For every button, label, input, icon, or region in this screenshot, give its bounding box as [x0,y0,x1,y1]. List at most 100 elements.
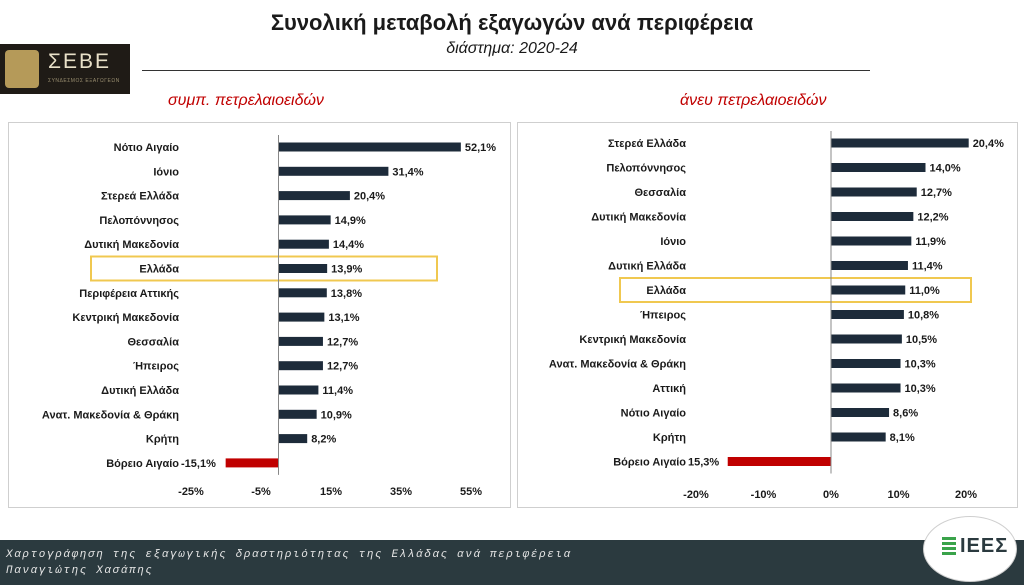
bar [831,212,914,221]
value-label: 10,5% [906,334,937,346]
x-tick-label: -20% [683,489,709,501]
value-label: 14,0% [930,163,961,175]
value-label: 8,2% [311,434,336,446]
category-label: Ιόνιο [153,166,179,178]
category-label: Νότιο Αιγαίο [114,142,180,154]
bar [831,408,890,417]
bar [831,334,902,344]
footer-author: Παναγιώτης Χασάπης [6,565,154,577]
x-tick-label: -25% [178,486,204,498]
category-label: Δυτική Μακεδονία [591,212,686,224]
page-title: Συνολική μεταβολή εξαγωγών ανά περιφέρει… [270,10,754,35]
value-label: 8,6% [893,408,918,420]
category-label: Δυτική Ελλάδα [608,261,686,273]
bar [278,239,329,249]
bar [727,457,831,466]
value-label: 31,4% [392,166,423,178]
bar [278,385,319,395]
bar [278,361,323,371]
category-label: Βόρειο Αιγαίο [106,458,179,470]
value-label: 13,1% [328,312,359,324]
bar [831,359,901,368]
category-label: Δυτική Μακεδονία [84,239,179,251]
value-label: 52,1% [465,142,496,154]
category-label: Ελλάδα [646,285,686,297]
bar [831,138,969,148]
value-label: 12,7% [327,361,358,373]
value-label: 10,3% [905,359,936,371]
x-tick-label: 55% [460,486,482,498]
bar [831,261,908,270]
category-label: Πελοπόννησος [99,215,179,227]
x-tick-label: 35% [390,486,412,498]
category-label: Ανατ. Μακεδονία & Θράκη [549,359,686,371]
value-label: 10,9% [321,409,352,421]
left-chart-panel: Νότιο Αιγαίο 52,1% Ιόνιο 31,4% Στερεά Ελλάδα… [8,122,511,508]
x-tick-label: 10% [887,489,909,501]
right-bar-chart: Στερεά Ελλάδα 20,4% Πελοπόννησος 14,0% Θεσσα… [549,131,1004,501]
bar [831,310,904,319]
category-label: Κεντρική Μακεδονία [579,334,686,346]
bar [831,163,926,172]
bar [278,434,308,444]
bar [831,285,906,295]
left-panel-title: συμπ. πετρελαιοειδών [168,92,324,109]
value-label: 15,3% [688,457,719,469]
category-label: Περιφέρεια Αττικής [79,288,179,300]
value-label: 20,4% [973,138,1004,150]
bar [225,458,279,468]
value-label: 11,9% [915,236,946,248]
value-label: 11,4% [912,261,943,273]
x-tick-label: 0% [823,489,839,501]
bar [278,166,389,176]
highlight-box [90,255,438,282]
bar [831,187,917,197]
value-label: 12,7% [327,336,358,348]
bar [278,336,323,346]
bar [831,236,912,246]
value-label: 8,1% [890,432,915,444]
x-tick-label: 20% [955,489,977,501]
x-tick-label: -5% [251,486,271,498]
bar [278,264,328,273]
right-panel-title: άνευ πετρελαιοειδών [680,92,827,109]
left-bar-chart: Νότιο Αιγαίο 52,1% Ιόνιο 31,4% Στερεά Ελλάδα… [42,135,496,498]
value-label: 10,8% [908,310,939,322]
x-tick-label: 15% [320,486,342,498]
category-label: Κεντρική Μακεδονία [72,312,179,324]
ieez-mark-icon [942,537,956,555]
logo-emblem-icon [5,50,39,88]
value-label: 11,4% [322,385,353,397]
ieez-logo-text: ΙΕΕΣ [960,535,1009,557]
category-label: Πελοπόννησος [606,163,686,175]
value-label: 14,4% [333,239,364,251]
value-label: 13,8% [331,288,362,300]
right-chart-panel: Στερεά Ελλάδα 20,4% Πελοπόννησος 14,0% Θεσσα… [517,122,1018,508]
value-label: 14,9% [335,215,366,227]
value-label: 11,0% [909,285,940,297]
bar [278,215,331,225]
category-label: Θεσσαλία [634,187,686,199]
bar [831,383,901,393]
category-label: Βόρειο Αιγαίο [613,457,686,469]
category-label: Ήπειρος [640,310,686,322]
category-label: Ανατ. Μακεδονία & Θράκη [42,409,179,421]
value-label: 10,3% [905,383,936,395]
bar [278,312,325,322]
category-label: Κρήτη [146,434,179,446]
seve-logo: ΣΕΒΕ ΣΥΝΔΕΣΜΟΣ ΕΞΑΓΩΓΕΩΝ [0,44,130,94]
category-label: Θεσσαλία [127,336,179,348]
value-label: 12,2% [917,212,948,224]
logo-text: ΣΕΒΕ [48,50,112,73]
bar [278,288,327,298]
title-divider [142,70,870,71]
bar [278,142,461,152]
category-label: Στερεά Ελλάδα [608,138,686,150]
category-label: Κρήτη [653,432,686,444]
bar [278,191,350,201]
page-subtitle: διάστημα: 2020-24 [446,40,578,57]
x-tick-label: -10% [751,489,777,501]
highlight-box [619,277,972,303]
value-label: 13,9% [331,264,362,276]
footer-caption: Χαρτογράφηση της εξαγωγικής δραστηριότητ… [6,549,572,561]
